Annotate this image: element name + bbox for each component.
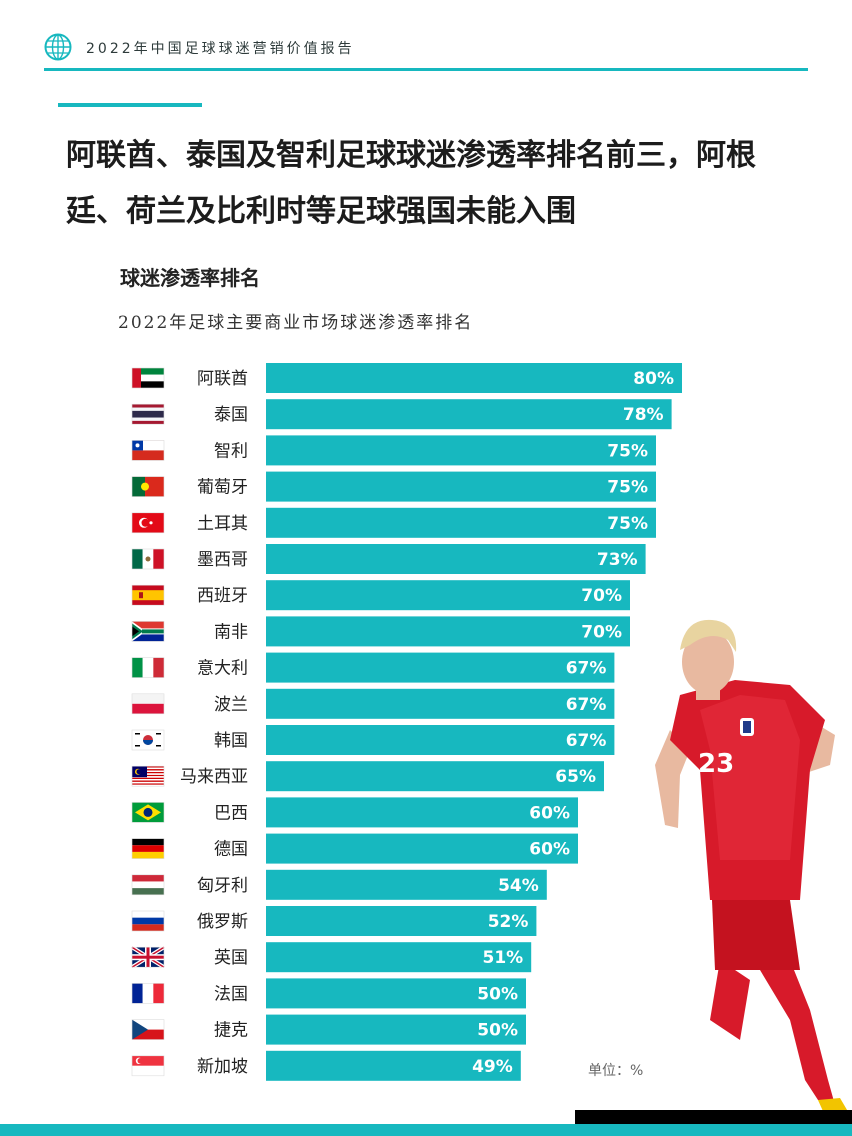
malaysia-flag-icon [131, 765, 165, 787]
chile-flag-icon [131, 440, 165, 461]
category-label: 西班牙 [197, 586, 248, 606]
bar-value-label: 75% [607, 478, 648, 498]
header-divider [44, 68, 808, 71]
category-label: 巴西 [214, 803, 248, 823]
bar-value-label: 51% [482, 948, 523, 968]
germany-flag-icon [131, 838, 165, 859]
bar [266, 725, 615, 755]
category-label: 南非 [214, 622, 248, 642]
south-africa-flag-icon [131, 621, 165, 642]
italy-flag-icon [131, 657, 165, 678]
category-label: 俄罗斯 [197, 912, 248, 932]
bar-value-label: 49% [472, 1057, 513, 1077]
category-label: 泰国 [214, 405, 248, 425]
bar-value-label: 52% [488, 912, 529, 932]
poland-flag-icon [131, 693, 165, 715]
bar [266, 1014, 526, 1045]
bar-value-label: 50% [477, 1021, 518, 1041]
bar [266, 797, 578, 828]
footer-accent-line [0, 1124, 852, 1136]
brazil-flag-icon [131, 802, 165, 823]
chart-title: 2022年足球主要商业市场球迷渗透率排名 [118, 313, 474, 333]
bar [266, 399, 672, 430]
bar [266, 435, 656, 466]
category-label: 阿联酋 [197, 369, 248, 389]
unit-label: 单位：% [588, 1063, 644, 1079]
category-label: 英国 [214, 948, 248, 968]
category-label: 马来西亚 [180, 767, 248, 787]
bar-value-label: 75% [607, 441, 648, 461]
bar [266, 580, 630, 611]
category-label: 德国 [214, 840, 248, 860]
category-label: 意大利 [197, 659, 248, 679]
bar [266, 544, 646, 574]
bar-value-label: 65% [555, 767, 596, 787]
uae-flag-icon [131, 367, 165, 389]
bar [266, 906, 537, 936]
turkey-flag-icon [131, 512, 165, 534]
singapore-flag-icon [131, 1055, 165, 1077]
category-label: 法国 [214, 984, 248, 1004]
penetration-bar-chart: 阿联酋 80% 泰国 78% 智利 75% 葡萄牙 75% 土耳其 75% 墨西哥 73% 西班牙 70%… [130, 363, 682, 1081]
category-label: 智利 [214, 441, 248, 461]
category-label: 葡萄牙 [197, 478, 248, 498]
bar [266, 688, 615, 719]
page-headline: 阿联酋、泰国及智利足球球迷渗透率排名前三，阿根 廷、荷兰及比利时等足球强国未能入… [66, 128, 816, 240]
category-label: 波兰 [214, 695, 248, 715]
bar [266, 507, 656, 538]
globe-logo-icon [44, 33, 72, 61]
bar-value-label: 67% [566, 695, 607, 715]
russia-flag-icon [131, 910, 165, 932]
mexico-flag-icon [131, 548, 165, 570]
bar-value-label: 75% [607, 514, 648, 534]
report-title: 2022年中国足球球迷营销价值报告 [86, 41, 355, 57]
bar-value-label: 67% [566, 659, 607, 679]
bar [266, 942, 532, 973]
thailand-flag-icon [131, 403, 165, 425]
bar-value-label: 80% [633, 369, 674, 389]
bar [266, 1050, 521, 1081]
bar-value-label: 60% [529, 803, 570, 823]
bar-value-label: 70% [581, 586, 622, 606]
report-header: 2022年中国足球球迷营销价值报告 [44, 30, 808, 71]
bar [266, 652, 615, 683]
category-label: 新加坡 [197, 1057, 248, 1077]
bar [266, 363, 682, 393]
france-flag-icon [131, 983, 165, 1004]
category-label: 土耳其 [197, 514, 248, 534]
jersey-number: 23 [698, 749, 734, 779]
category-label: 捷克 [214, 1021, 248, 1041]
bar-value-label: 50% [477, 984, 518, 1004]
bar [266, 761, 604, 792]
bar-value-label: 67% [566, 731, 607, 751]
uk-flag-icon [130, 945, 166, 969]
hungary-flag-icon [131, 874, 165, 896]
football-player-image: 23 [655, 619, 850, 1118]
bar-value-label: 78% [623, 405, 664, 425]
section-title: 球迷渗透率排名 [120, 266, 260, 290]
footer-black-bar [575, 1110, 852, 1124]
bar-value-label: 54% [498, 876, 539, 896]
bar [266, 471, 656, 502]
bar-value-label: 70% [581, 622, 622, 642]
category-label: 墨西哥 [197, 550, 248, 570]
bar [266, 869, 547, 900]
accent-bar [58, 103, 202, 107]
bar [266, 978, 526, 1009]
headline-line-2: 廷、荷兰及比利时等足球强国未能入围 [66, 194, 576, 229]
category-label: 匈牙利 [197, 876, 248, 896]
bar [266, 833, 578, 864]
korea-flag-icon [131, 729, 165, 751]
czech-flag-icon [131, 1019, 165, 1040]
category-label: 韩国 [214, 731, 248, 751]
bar-value-label: 60% [529, 840, 570, 860]
headline-line-1: 阿联酋、泰国及智利足球球迷渗透率排名前三，阿根 [66, 138, 756, 173]
spain-flag-icon [131, 584, 165, 606]
bar [266, 616, 630, 647]
portugal-flag-icon [131, 476, 165, 497]
bar-value-label: 73% [597, 550, 638, 570]
